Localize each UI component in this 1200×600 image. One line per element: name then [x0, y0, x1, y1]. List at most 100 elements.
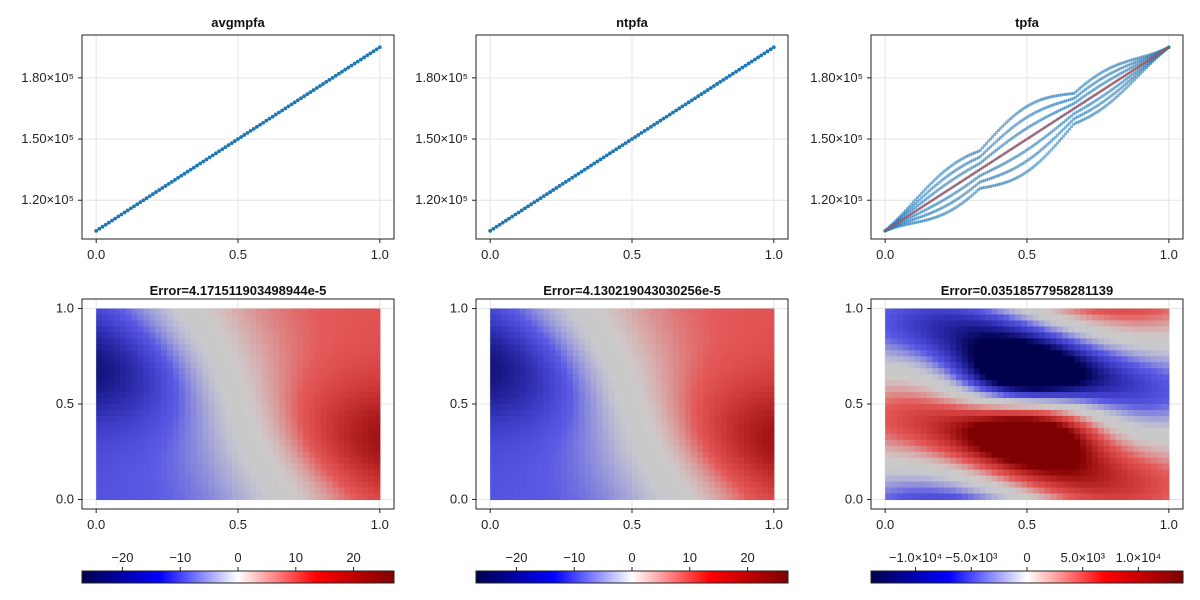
heatmap-cell	[932, 332, 939, 339]
heatmap-cell	[885, 487, 892, 495]
heatmap-cell	[338, 415, 345, 423]
heatmap-cell	[938, 338, 945, 345]
heatmap-cell	[756, 398, 763, 405]
heatmap-cell	[720, 409, 728, 417]
heatmap-cell	[196, 392, 204, 399]
heatmap-cell	[273, 386, 280, 393]
heatmap-cell	[726, 439, 734, 447]
heatmap-cell	[885, 374, 892, 381]
heatmap-cell	[667, 463, 674, 471]
heatmap-cell	[891, 332, 898, 339]
heatmap-cell	[891, 308, 898, 316]
heatmap-cell	[173, 445, 180, 453]
heatmap-cell	[255, 475, 263, 483]
heatmap-cell	[196, 308, 204, 316]
heatmap-cell	[979, 457, 987, 465]
heatmap-cell	[137, 427, 145, 435]
heatmap-cell	[214, 338, 221, 345]
heatmap-cell	[626, 332, 633, 339]
heatmap-cell	[908, 374, 916, 381]
heatmap-cell	[178, 368, 186, 375]
heatmap-cell	[673, 409, 680, 417]
heatmap-cell	[190, 386, 198, 393]
heatmap-cell	[137, 439, 145, 447]
heatmap-cell	[938, 427, 945, 435]
heatmap-cell	[885, 398, 892, 405]
data-point	[667, 112, 672, 117]
heatmap-cell	[173, 493, 180, 501]
heatmap-cell	[273, 404, 280, 411]
heatmap-cell	[362, 386, 369, 393]
heatmap-cell	[320, 326, 328, 334]
heatmap-cell	[513, 320, 521, 328]
heatmap-cell	[113, 475, 121, 483]
heatmap-cell	[637, 326, 645, 334]
heatmap-cell	[908, 338, 916, 345]
heatmap-cell	[513, 332, 521, 339]
heatmap-cell	[596, 320, 604, 328]
data-point	[100, 224, 105, 229]
heatmap-cell	[667, 350, 674, 357]
heatmap-cell	[220, 344, 227, 351]
heatmap-cell	[273, 398, 280, 405]
heatmap-cell	[519, 332, 527, 339]
heatmap-cell	[255, 463, 263, 471]
x-tick-label: 1.0	[371, 517, 389, 532]
heatmap-cell	[173, 374, 180, 381]
data-point	[1053, 143, 1057, 148]
heatmap-cell	[549, 463, 556, 471]
heatmap-cell	[914, 308, 922, 316]
heatmap-cell	[368, 469, 375, 477]
heatmap-cell	[979, 409, 987, 417]
heatmap-cell	[620, 409, 627, 417]
heatmap-cell	[155, 314, 162, 322]
heatmap-cell	[279, 368, 286, 375]
heatmap-cell	[303, 463, 310, 471]
heatmap-cell	[950, 487, 957, 495]
heatmap-cell	[602, 386, 609, 393]
heatmap-cell	[490, 409, 497, 417]
heatmap-cell	[368, 374, 375, 381]
heatmap-cell	[161, 445, 168, 453]
heatmap-cell	[155, 451, 162, 459]
heatmap-cell	[368, 475, 375, 483]
heatmap-cell	[885, 409, 892, 417]
data-point	[1126, 84, 1130, 88]
heatmap-cell	[167, 404, 174, 411]
heatmap-cell	[614, 439, 621, 447]
heatmap-cell	[950, 398, 957, 405]
heatmap-cell	[137, 451, 145, 459]
heatmap-cell	[572, 326, 580, 334]
heatmap-cell	[350, 380, 357, 387]
heatmap-cell	[897, 451, 904, 459]
heatmap-cell	[531, 487, 539, 495]
heatmap-cell	[513, 362, 521, 369]
heatmap-cell	[637, 320, 645, 328]
heatmap-panel: Error=4.171511903498944e-50.0 0.5 1.00.00.…	[56, 283, 395, 584]
heatmap-cell	[691, 332, 698, 339]
heatmap-cell	[750, 320, 757, 328]
heatmap-cell	[944, 409, 951, 417]
heatmap-cell	[744, 404, 751, 411]
heatmap-cell	[938, 374, 945, 381]
heatmap-cell	[744, 392, 751, 399]
data-point	[349, 63, 354, 68]
heatmap-cell	[208, 475, 215, 483]
heatmap-cell	[950, 386, 957, 393]
heatmap-cell	[567, 493, 574, 501]
heatmap-cell	[962, 392, 969, 399]
heatmap-cell	[131, 344, 139, 351]
heatmap-cell	[226, 398, 233, 405]
heatmap-cell	[632, 439, 639, 447]
heatmap-cell	[914, 475, 922, 483]
heatmap-cell	[291, 404, 298, 411]
heatmap-cell	[590, 475, 598, 483]
heatmap-cell	[667, 374, 674, 381]
heatmap-cell	[243, 368, 251, 375]
heatmap-cell	[632, 356, 639, 363]
heatmap-cell	[291, 332, 298, 339]
heatmap-cell	[920, 374, 928, 381]
heatmap-cell	[344, 386, 351, 393]
heatmap-cell	[356, 398, 363, 405]
heatmap-cell	[314, 392, 322, 399]
